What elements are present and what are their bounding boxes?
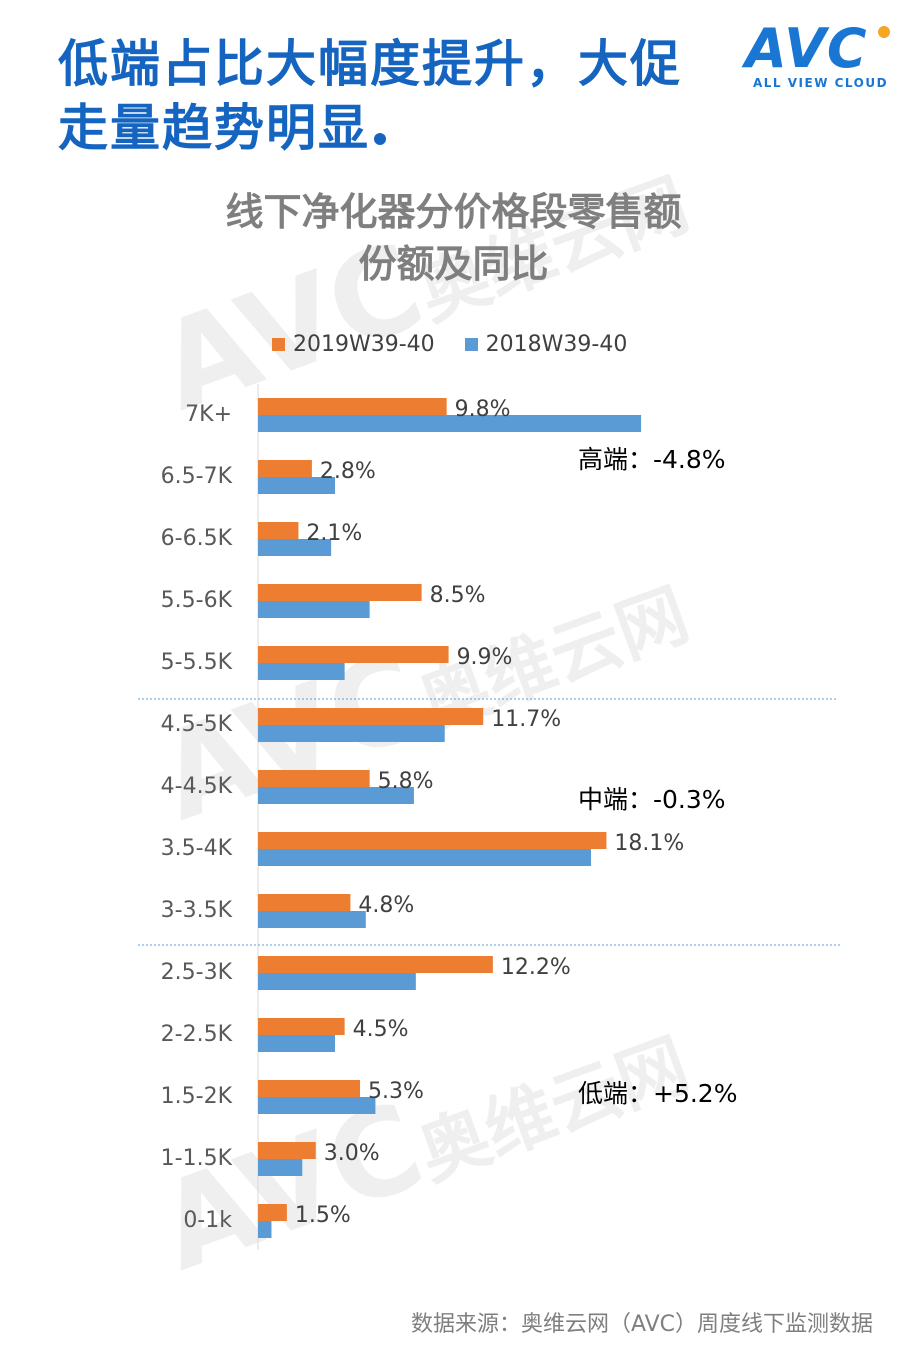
category-label: 1-1.5K xyxy=(161,1146,233,1171)
logo-dot-icon xyxy=(878,26,890,38)
category-label: 5-5.5K xyxy=(161,650,233,675)
bar-2018 xyxy=(258,1159,303,1176)
bar-2018 xyxy=(258,539,332,556)
bar-2018 xyxy=(258,911,366,928)
bar-2018 xyxy=(258,725,445,742)
data-label: 9.9% xyxy=(457,645,513,670)
data-label: 3.0% xyxy=(324,1141,380,1166)
avc-logo: AVC ALL VIEW CLOUD xyxy=(745,20,890,95)
bar-2019 xyxy=(258,894,351,911)
data-label: 5.8% xyxy=(378,769,434,794)
category-label: 1.5-2K xyxy=(161,1084,233,1109)
bar-2019 xyxy=(258,708,484,725)
legend-item-2018: 2018W39-40 xyxy=(464,332,628,357)
logo-text: AVC xyxy=(745,17,868,80)
segment-note-high: 高端：-4.8% xyxy=(578,445,726,474)
category-label: 3-3.5K xyxy=(161,898,233,923)
bar-2019 xyxy=(258,460,312,477)
bar-2018 xyxy=(258,849,592,866)
bar-2019 xyxy=(258,832,607,849)
bar-2018 xyxy=(258,787,414,804)
dot-icon xyxy=(374,133,386,145)
bar-2019 xyxy=(258,1080,361,1097)
bar-2019 xyxy=(258,522,299,539)
data-label: 4.5% xyxy=(353,1017,409,1042)
category-label: 3.5-4K xyxy=(161,836,233,861)
data-label: 18.1% xyxy=(614,831,684,856)
chart-legend: 2019W39-40 2018W39-40 xyxy=(272,332,627,357)
bar-2018 xyxy=(258,1097,376,1114)
bar-2019 xyxy=(258,398,447,415)
data-source: 数据来源：奥维云网（AVC）周度线下监测数据 xyxy=(410,1312,873,1337)
data-label: 9.8% xyxy=(455,397,511,422)
category-label: 4.5-5K xyxy=(161,712,233,737)
data-label: 12.2% xyxy=(501,955,571,980)
data-label: 2.8% xyxy=(320,459,376,484)
bar-2019 xyxy=(258,1142,316,1159)
headline-line-1: 低端占比大幅度提升，大促 xyxy=(58,35,682,93)
segment-note-low: 低端：+5.2% xyxy=(578,1079,738,1108)
legend-item-2019: 2019W39-40 xyxy=(272,332,435,357)
category-label: 4-4.5K xyxy=(161,774,233,799)
segment-note-mid: 中端：-0.3% xyxy=(578,785,726,814)
data-label: 4.8% xyxy=(358,893,414,918)
legend-label-2019: 2019W39-40 xyxy=(293,332,435,357)
bar-2018 xyxy=(258,1221,272,1238)
chart-title-line-2: 份额及同比 xyxy=(358,242,549,286)
bar-2019 xyxy=(258,1018,345,1035)
bar-2019 xyxy=(258,1204,287,1221)
legend-swatch-blue xyxy=(464,338,478,351)
chart-title-line-1: 线下净化器分价格段零售额 xyxy=(225,190,682,234)
category-label: 6-6.5K xyxy=(161,526,233,551)
category-label: 5.5-6K xyxy=(161,588,233,613)
bar-2018 xyxy=(258,663,345,680)
headline-line-2: 走量趋势明显 xyxy=(58,96,718,160)
bar-2018 xyxy=(258,1035,335,1052)
bar-2019 xyxy=(258,770,370,787)
legend-label-2018: 2018W39-40 xyxy=(485,332,628,357)
bar-2018 xyxy=(258,477,335,494)
category-label: 2.5-3K xyxy=(161,960,233,985)
category-label: 6.5-7K xyxy=(161,464,233,489)
bar-2018 xyxy=(258,601,370,618)
bar-2018 xyxy=(258,415,642,432)
logo-subtitle: ALL VIEW CLOUD xyxy=(753,76,889,90)
category-label: 2-2.5K xyxy=(161,1022,233,1047)
bar-2018 xyxy=(258,973,416,990)
legend-swatch-orange xyxy=(272,338,285,351)
category-label: 0-1k xyxy=(183,1208,232,1233)
data-label: 2.1% xyxy=(306,521,362,546)
bar-2019 xyxy=(258,584,422,601)
data-label: 1.5% xyxy=(295,1203,351,1228)
data-label: 5.3% xyxy=(368,1079,424,1104)
category-label: 7K+ xyxy=(185,402,232,427)
headline: 低端占比大幅度提升，大促 走量趋势明显 xyxy=(58,32,718,160)
data-label: 8.5% xyxy=(430,583,486,608)
bar-2019 xyxy=(258,956,493,973)
data-label: 11.7% xyxy=(491,707,561,732)
bar-2019 xyxy=(258,646,449,663)
